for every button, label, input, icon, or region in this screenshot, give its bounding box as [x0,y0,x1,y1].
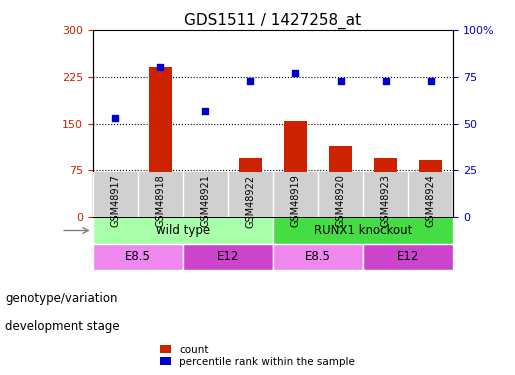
Bar [194,177,217,218]
Bar [239,158,262,218]
FancyBboxPatch shape [93,244,183,270]
Text: GSM48921: GSM48921 [200,175,210,228]
Text: GSM48922: GSM48922 [246,175,255,228]
Bar [329,146,352,218]
FancyBboxPatch shape [363,244,453,270]
Point [246,78,254,84]
Point [336,78,345,84]
Text: RUNX1 knockout: RUNX1 knockout [314,224,413,237]
Bar [149,68,171,218]
Text: GSM48920: GSM48920 [336,175,346,228]
FancyBboxPatch shape [273,244,363,270]
Point [201,108,210,114]
Bar [419,160,442,218]
Text: GSM48919: GSM48919 [290,175,300,227]
Point [111,115,119,121]
Text: E12: E12 [397,251,419,263]
Text: E8.5: E8.5 [125,251,151,263]
Point [156,64,164,70]
Text: E12: E12 [217,251,239,263]
Text: development stage: development stage [5,320,120,333]
Text: E8.5: E8.5 [305,251,331,263]
Title: GDS1511 / 1427258_at: GDS1511 / 1427258_at [184,12,362,28]
Text: GSM48924: GSM48924 [426,175,436,228]
Text: GSM48918: GSM48918 [156,175,165,227]
FancyBboxPatch shape [183,244,273,270]
Bar [374,158,397,218]
Legend: count, percentile rank within the sample: count, percentile rank within the sample [157,342,358,370]
Point [291,70,300,76]
FancyBboxPatch shape [273,217,453,244]
Point [382,78,390,84]
FancyBboxPatch shape [93,217,273,244]
Bar [104,199,127,217]
Text: wild type: wild type [156,224,210,237]
Text: GSM48917: GSM48917 [110,175,120,228]
Bar [284,120,307,218]
Text: genotype/variation: genotype/variation [5,292,117,304]
Point [426,78,435,84]
Text: GSM48923: GSM48923 [381,175,390,228]
